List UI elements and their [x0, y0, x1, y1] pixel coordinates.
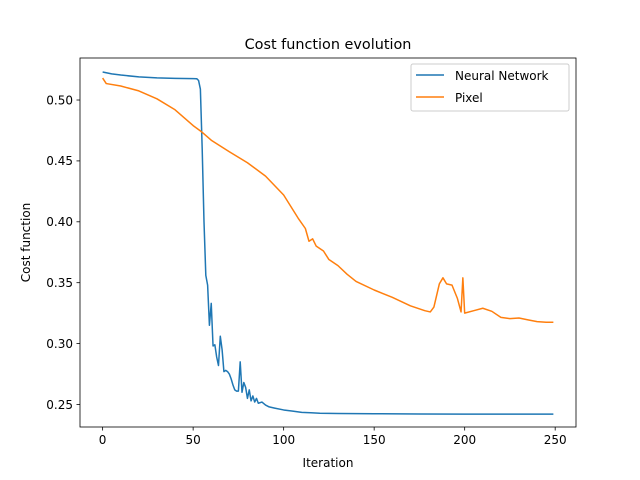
plot-frame — [79, 57, 577, 428]
series-line-neural-network — [102, 71, 554, 415]
y-tick-label: 0.50 — [46, 93, 73, 107]
y-axis-label: Cost function — [19, 203, 33, 283]
series-lines — [102, 71, 554, 415]
x-tick-label: 50 — [185, 433, 200, 447]
y-tick-label: 0.25 — [46, 398, 73, 412]
y-tick-label: 0.30 — [46, 337, 73, 351]
y-axis-ticks: 0.25 0.30 0.35 0.40 0.45 0.50 — [46, 93, 80, 412]
y-tick-label: 0.45 — [46, 154, 73, 168]
chart-title: Cost function evolution — [245, 37, 412, 53]
y-tick-label: 0.40 — [46, 215, 73, 229]
legend: Neural Network Pixel — [410, 63, 570, 112]
x-axis-ticks: 0 50 100 150 200 250 — [99, 427, 567, 447]
legend-label-neural-network: Neural Network — [455, 69, 549, 83]
x-tick-label: 100 — [272, 433, 295, 447]
legend-frame — [410, 63, 570, 112]
legend-label-pixel: Pixel — [455, 91, 483, 105]
plot-area — [80, 58, 576, 427]
y-tick-label: 0.35 — [46, 276, 73, 290]
x-axis-label: Iteration — [303, 456, 354, 470]
series-line-pixel — [102, 77, 554, 324]
x-tick-label: 0 — [99, 433, 107, 447]
x-tick-label: 200 — [453, 433, 476, 447]
x-tick-label: 150 — [363, 433, 386, 447]
x-tick-label: 250 — [544, 433, 567, 447]
